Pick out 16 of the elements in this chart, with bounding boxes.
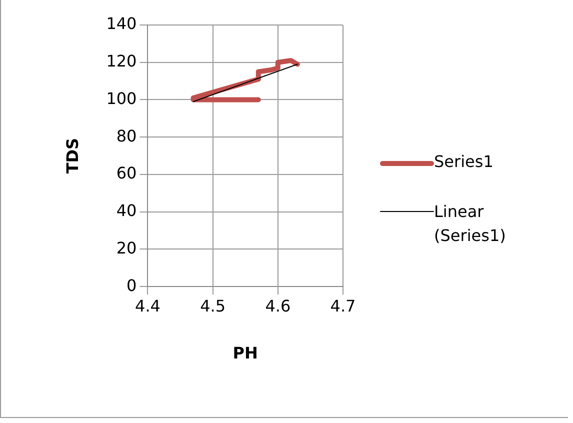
y-axis-title: TDS [62, 138, 82, 174]
x-tick-label: 4.4 [135, 296, 160, 316]
y-tick-label: 60 [116, 164, 137, 183]
x-tick-label: 4.6 [265, 296, 291, 316]
y-tick-label: 120 [106, 52, 137, 71]
y-tick-label: 100 [106, 88, 137, 108]
x-tick-label: 4.5 [200, 296, 226, 316]
y-tick-label: 40 [116, 201, 137, 220]
y-tick-label: 80 [116, 126, 137, 146]
x-axis-title: PH [232, 344, 258, 363]
y-tick-label: 140 [106, 14, 137, 34]
x-tick-label: 4.7 [330, 296, 356, 316]
legend-label: Series1 [434, 151, 494, 173]
y-tick-label: 20 [116, 238, 137, 258]
legend-label: Linear (Series1) [434, 201, 507, 247]
y-tick-label: 0 [126, 276, 137, 295]
